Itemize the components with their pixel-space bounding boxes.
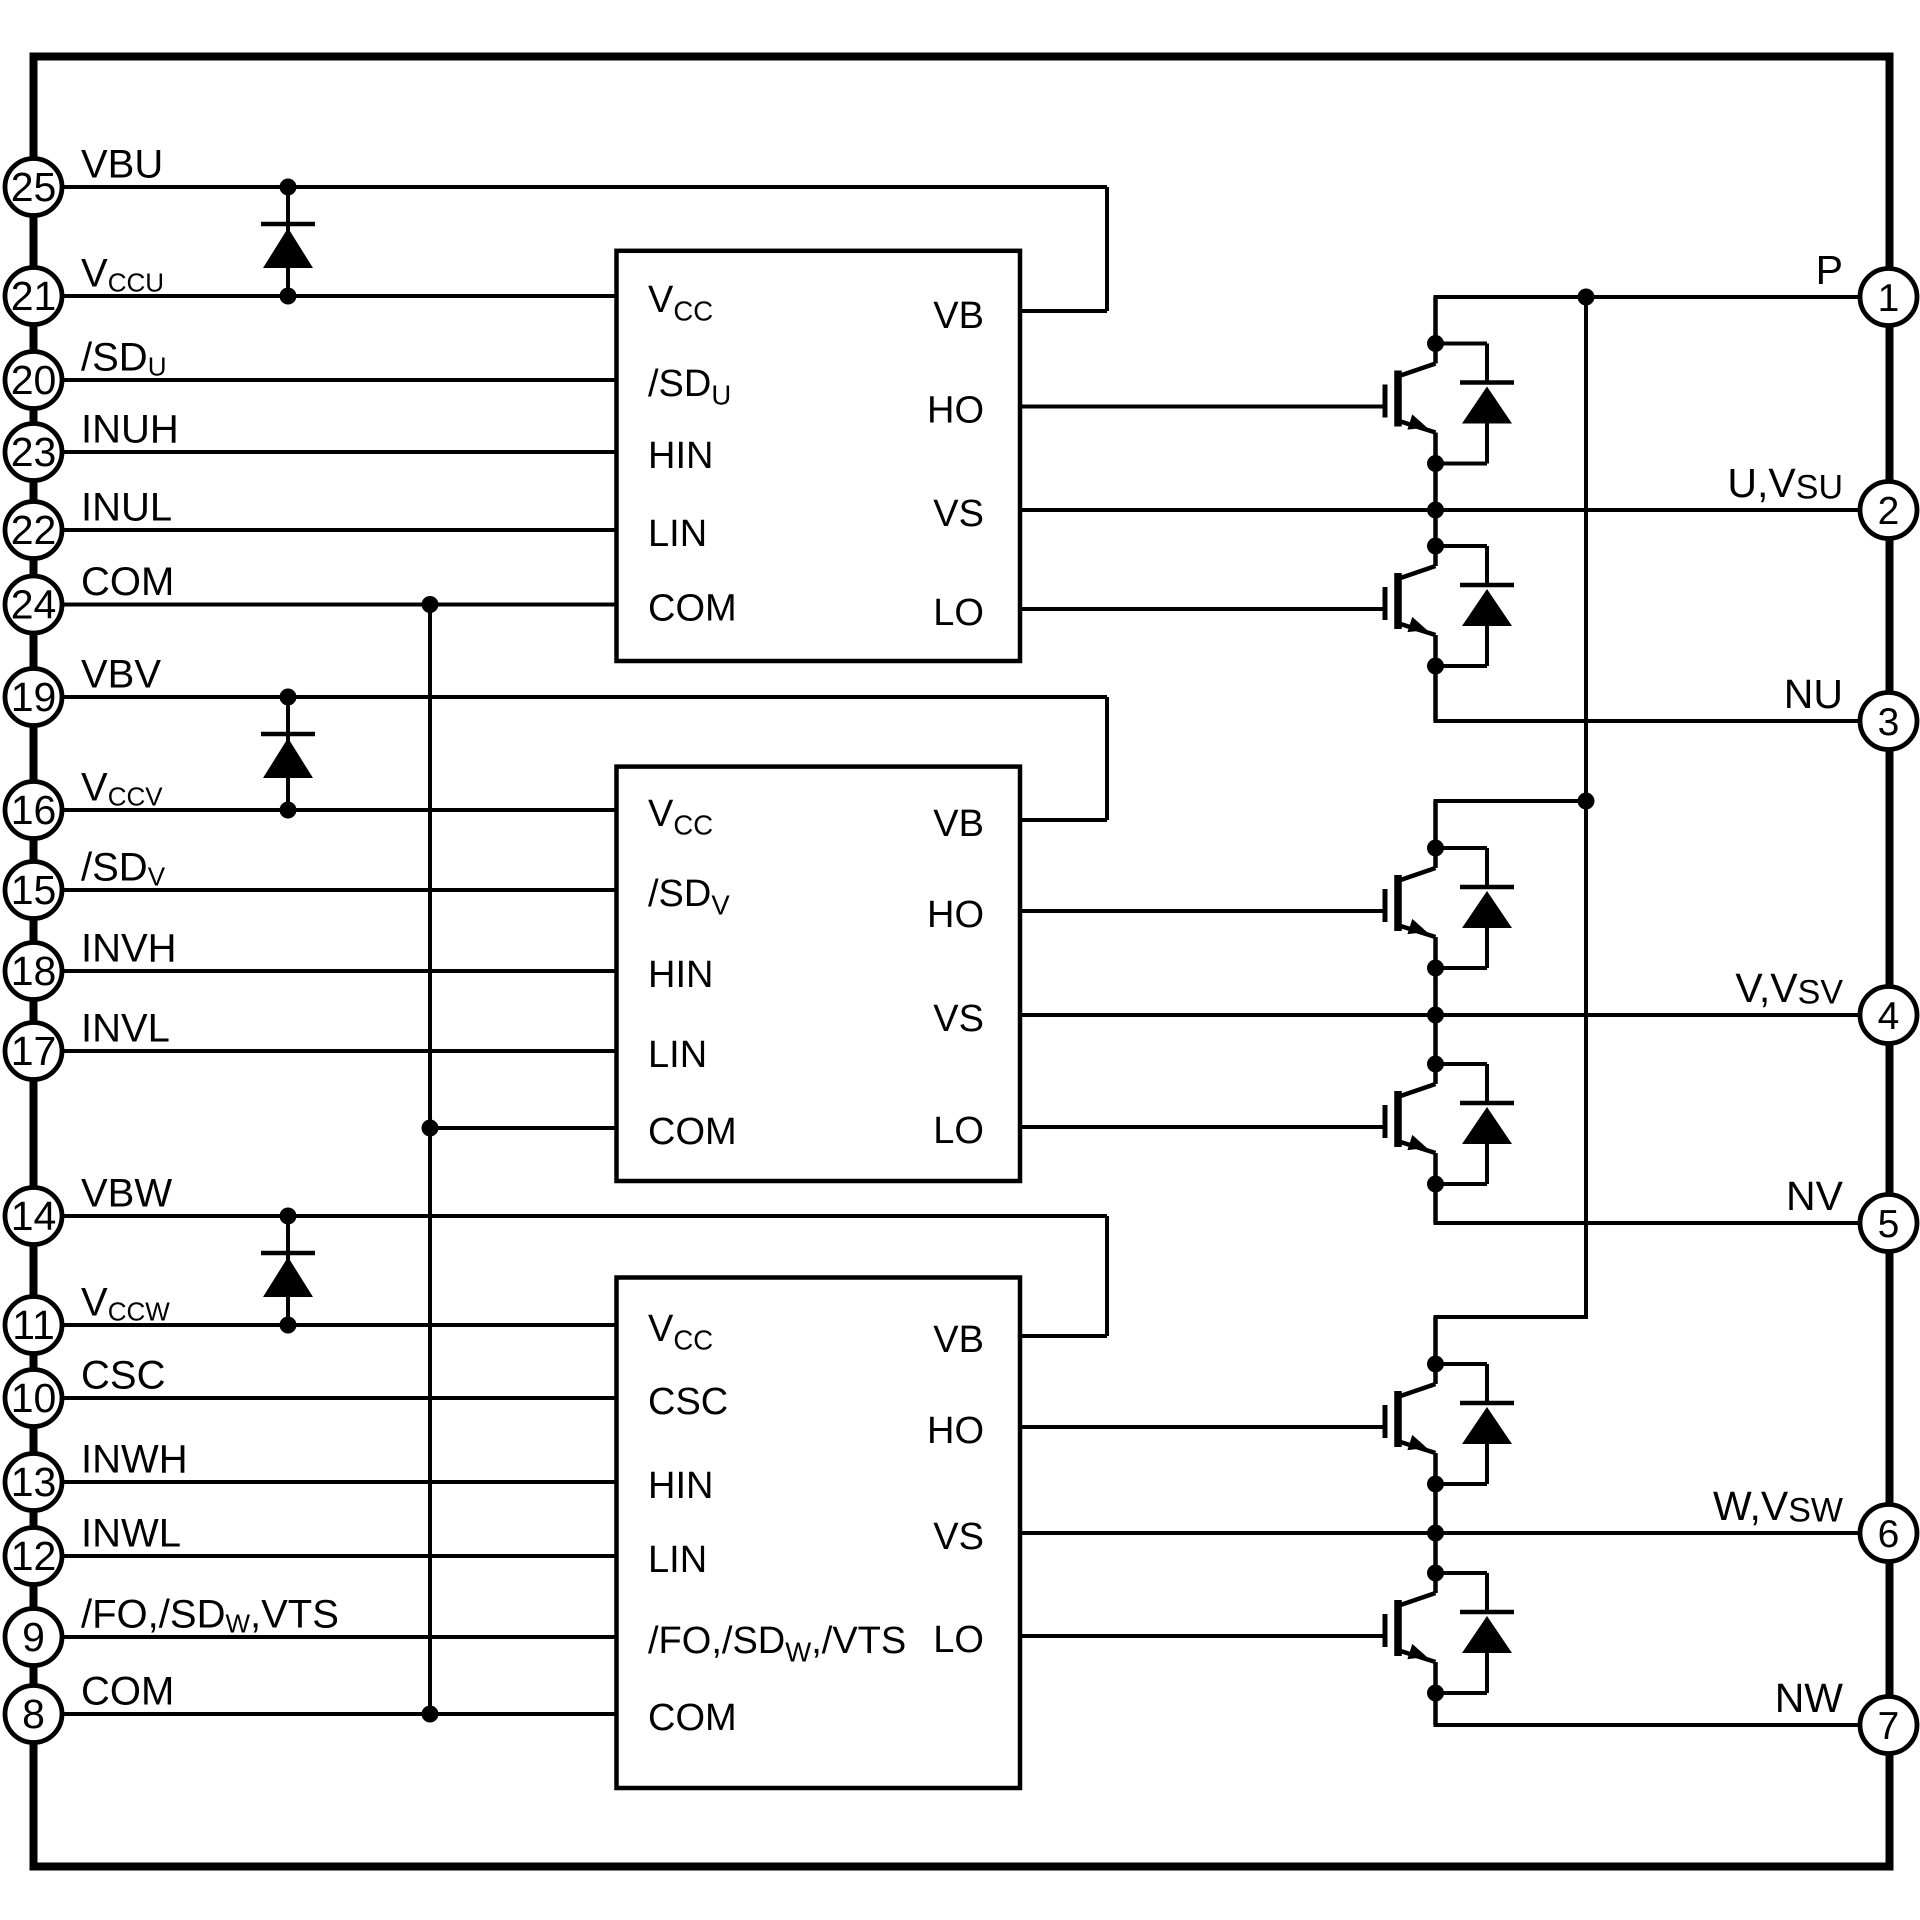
svg-text:/SDV​: /SDV​ xyxy=(648,873,730,921)
svg-text:HIN: HIN xyxy=(648,1465,713,1507)
svg-text:LO: LO xyxy=(933,1619,984,1661)
svg-text:/FO,/SDW​,VTS: /FO,/SDW​,VTS xyxy=(81,1593,339,1639)
svg-text:HIN: HIN xyxy=(648,435,713,477)
svg-text:9: 9 xyxy=(22,1614,45,1660)
svg-text:INUL: INUL xyxy=(81,486,172,530)
svg-text:17: 17 xyxy=(11,1028,57,1074)
svg-text:NV: NV xyxy=(1786,1173,1844,1219)
svg-text:/SDU​: /SDU​ xyxy=(648,363,731,411)
svg-text:VCC​: VCC​ xyxy=(648,1308,713,1356)
svg-text:LO: LO xyxy=(933,1110,984,1152)
svg-text:12: 12 xyxy=(11,1533,57,1579)
svg-text:COM: COM xyxy=(81,560,174,604)
svg-text:INVH: INVH xyxy=(81,927,177,971)
svg-text:VCC​: VCC​ xyxy=(648,793,713,841)
svg-text:V,VSV​: V,VSV​ xyxy=(1735,965,1843,1012)
svg-text:14: 14 xyxy=(11,1193,57,1239)
svg-text:P: P xyxy=(1816,247,1843,293)
svg-text:VS: VS xyxy=(933,493,984,535)
svg-text:16: 16 xyxy=(11,787,57,833)
svg-text:VS: VS xyxy=(933,998,984,1040)
svg-text:24: 24 xyxy=(11,582,57,628)
svg-text:HO: HO xyxy=(927,1410,984,1452)
svg-text:HO: HO xyxy=(927,894,984,936)
svg-text:HIN: HIN xyxy=(648,954,713,996)
svg-text:VBU: VBU xyxy=(81,143,163,187)
svg-text:LO: LO xyxy=(933,592,984,634)
svg-text:VB: VB xyxy=(933,295,984,337)
svg-text:U,VSU​: U,VSU​ xyxy=(1727,460,1843,507)
svg-text:W,VSW​: W,VSW​ xyxy=(1713,1483,1843,1530)
svg-text:11: 11 xyxy=(12,1302,55,1348)
svg-text:INWL: INWL xyxy=(81,1512,181,1556)
svg-text:LIN: LIN xyxy=(648,513,707,555)
svg-text:COM: COM xyxy=(81,1670,174,1714)
svg-text:20: 20 xyxy=(11,357,57,403)
svg-text:18: 18 xyxy=(11,948,57,994)
svg-text:10: 10 xyxy=(11,1375,57,1421)
svg-text:LIN: LIN xyxy=(648,1539,707,1581)
svg-text:22: 22 xyxy=(11,507,57,553)
svg-text:23: 23 xyxy=(11,429,57,475)
svg-text:COM: COM xyxy=(648,1697,737,1739)
svg-text:13: 13 xyxy=(11,1459,57,1505)
svg-text:7: 7 xyxy=(1878,1705,1900,1748)
svg-text:VB: VB xyxy=(933,803,984,845)
svg-text:5: 5 xyxy=(1878,1203,1900,1246)
svg-text:25: 25 xyxy=(11,164,57,210)
svg-text:VCCW​: VCCW​ xyxy=(81,1281,170,1327)
svg-text:VCCV​: VCCV​ xyxy=(81,766,163,812)
svg-text:VCC​: VCC​ xyxy=(648,279,713,327)
svg-text:/SDV​: /SDV​ xyxy=(81,846,166,892)
svg-text:VS: VS xyxy=(933,1516,984,1558)
svg-text:CSC: CSC xyxy=(648,1381,728,1423)
svg-text:15: 15 xyxy=(11,867,57,913)
svg-text:VBV: VBV xyxy=(81,653,161,697)
svg-text:3: 3 xyxy=(1878,701,1900,744)
svg-text:8: 8 xyxy=(22,1691,45,1737)
svg-text:VCCU​: VCCU​ xyxy=(81,252,164,298)
svg-text:INWH: INWH xyxy=(81,1438,188,1482)
svg-text:CSC: CSC xyxy=(81,1354,165,1398)
svg-text:6: 6 xyxy=(1878,1513,1900,1556)
svg-text:HO: HO xyxy=(927,390,984,432)
svg-text:21: 21 xyxy=(11,273,57,319)
svg-text:COM: COM xyxy=(648,588,737,630)
svg-text:NW: NW xyxy=(1775,1675,1844,1721)
svg-text:VBW: VBW xyxy=(81,1172,172,1216)
svg-text:INVL: INVL xyxy=(81,1007,170,1051)
svg-text:19: 19 xyxy=(11,674,57,720)
svg-text:2: 2 xyxy=(1878,490,1900,533)
svg-text:/FO,/SDW​,/VTS: /FO,/SDW​,/VTS xyxy=(648,1620,906,1668)
svg-text:COM: COM xyxy=(648,1111,737,1153)
svg-text:NU: NU xyxy=(1784,671,1843,717)
svg-text:1: 1 xyxy=(1878,277,1900,320)
svg-text:INUH: INUH xyxy=(81,408,179,452)
svg-text:LIN: LIN xyxy=(648,1034,707,1076)
svg-text:VB: VB xyxy=(933,1319,984,1361)
svg-text:/SDU​: /SDU​ xyxy=(81,336,166,382)
svg-text:4: 4 xyxy=(1878,995,1900,1038)
